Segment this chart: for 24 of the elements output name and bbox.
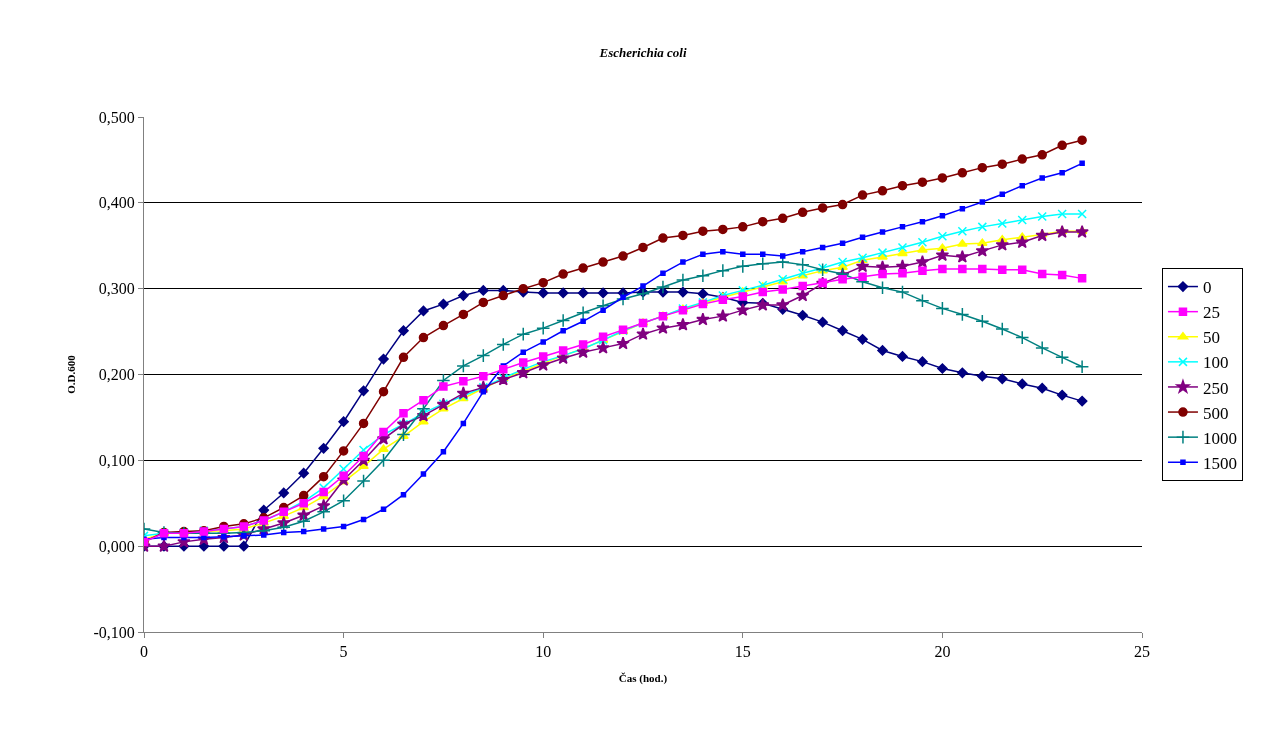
x-tick-label: 5	[339, 643, 348, 661]
y-tick-label: 0,200	[98, 366, 135, 384]
y-axis-title: O.D.600	[65, 354, 78, 394]
x-tick-label: 10	[535, 643, 552, 661]
x-tick-label: 0	[140, 643, 148, 661]
y-tick-label: 0,100	[98, 451, 135, 469]
chart-title: Escherichia coli	[598, 44, 687, 60]
y-tick-label: 0,400	[98, 194, 135, 212]
x-axis-title: Čas (hod.)	[618, 672, 668, 686]
legend-label: 500	[1202, 403, 1229, 423]
legend-label: 100	[1202, 353, 1229, 373]
x-tick-label: 20	[934, 643, 951, 661]
y-tick-label: 0,500	[98, 108, 135, 126]
legend-label: 25	[1202, 303, 1220, 323]
legend-label: 1000	[1202, 428, 1237, 448]
legend-label: 1500	[1202, 453, 1237, 473]
legend-label: 50	[1202, 328, 1220, 348]
y-tick-label: 0,000	[98, 537, 135, 555]
legend-label: 0	[1202, 278, 1212, 298]
x-tick-label: 15	[734, 643, 751, 661]
y-tick-label: 0,300	[98, 280, 135, 298]
legend-label: 250	[1202, 378, 1229, 398]
x-tick-label: 25	[1134, 643, 1150, 661]
y-tick-label: -0,100	[93, 623, 135, 641]
